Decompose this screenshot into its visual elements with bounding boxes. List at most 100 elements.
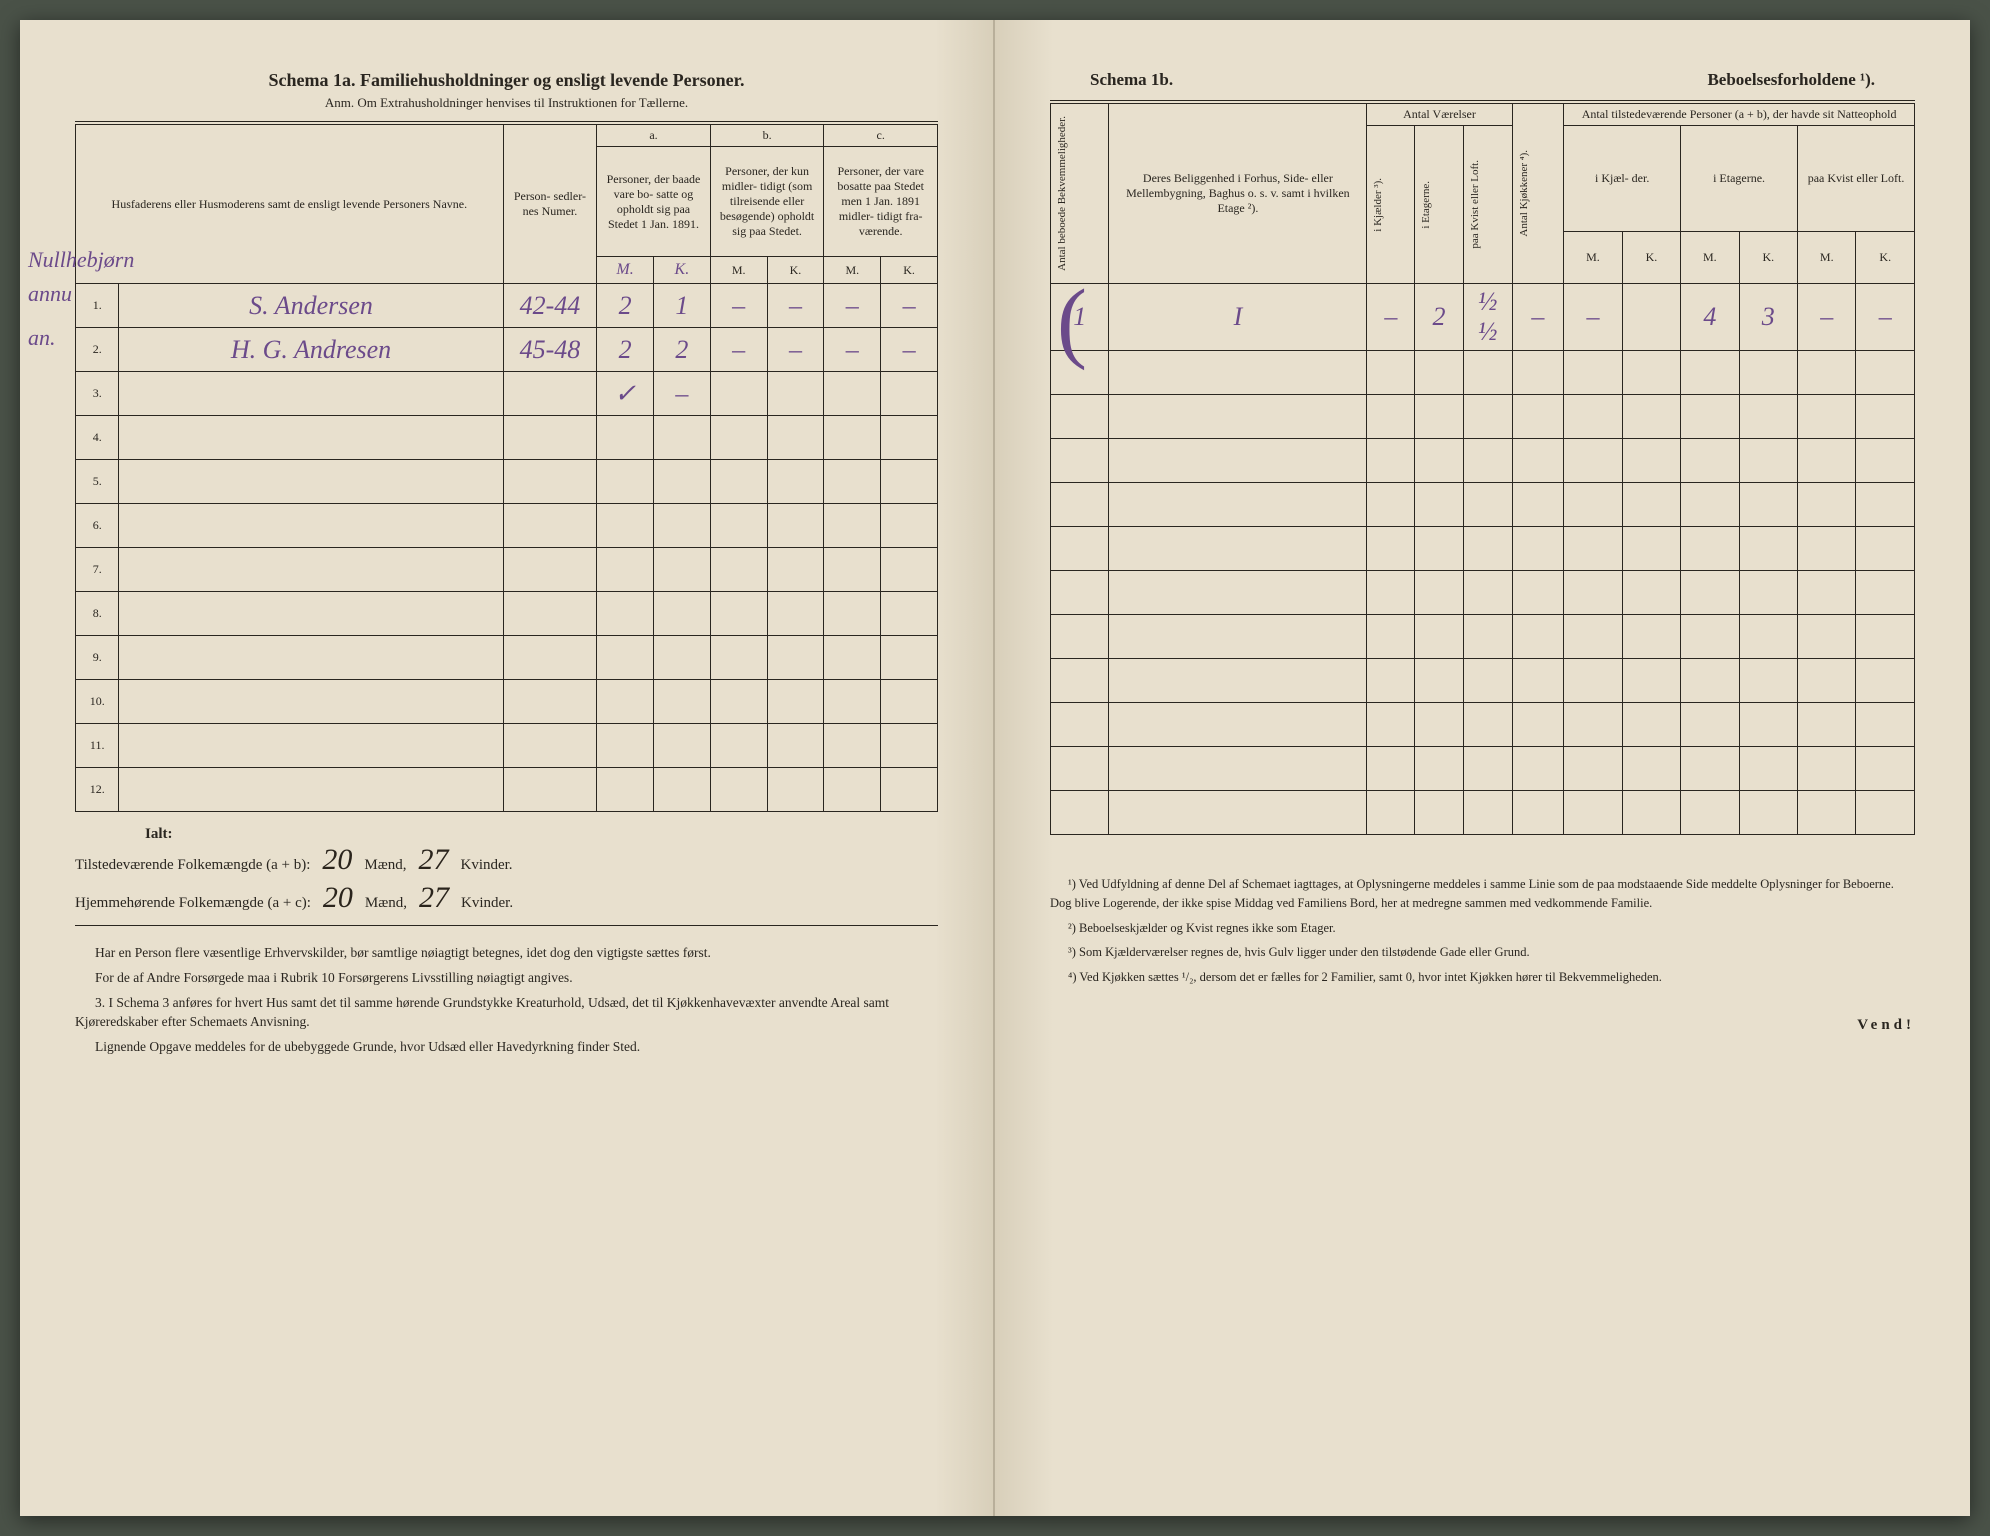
row-pers	[503, 768, 597, 812]
row-ak	[653, 636, 710, 680]
tilstede-k: 27	[412, 843, 454, 877]
row-ck: –	[881, 328, 938, 372]
col-bekvem: Antal beboede Bekvemmeligheder.	[1055, 112, 1070, 275]
sub-n-kvist: paa Kvist eller Loft.	[1798, 126, 1915, 232]
right-page: Schema 1b. Beboelsesforholdene ¹). ( Ant…	[995, 20, 1970, 1516]
col-a-desc: Personer, der baade vare bo- satte og op…	[597, 147, 711, 257]
row-ck	[881, 768, 938, 812]
row-am: 2	[597, 284, 654, 328]
col-personsedler: Person- sedler- nes Numer.	[503, 125, 597, 284]
row-pers: 42-44	[503, 284, 597, 328]
row-pers	[503, 592, 597, 636]
row-am	[597, 592, 654, 636]
row-cm: –	[824, 328, 881, 372]
r-nkk	[1622, 284, 1680, 351]
table-row	[1051, 747, 1915, 791]
row-cm	[824, 724, 881, 768]
table-row: 6.	[76, 504, 938, 548]
row-bk	[767, 460, 824, 504]
row-pers	[503, 724, 597, 768]
nv-m: M.	[1798, 232, 1856, 284]
row-ak: 1	[653, 284, 710, 328]
col-c-m: M.	[824, 257, 881, 284]
row-ck	[881, 460, 938, 504]
r-nkm: –	[1564, 284, 1622, 351]
row-am	[597, 504, 654, 548]
row-cm	[824, 460, 881, 504]
right-footnotes: ¹) Ved Udfyldning af denne Del af Schema…	[1050, 875, 1915, 987]
table-row: 11.	[76, 724, 938, 768]
row-bm	[710, 372, 767, 416]
col-c-desc: Personer, der vare bosatte paa Stedet me…	[824, 147, 938, 257]
row-num: 12.	[76, 768, 119, 812]
row-name	[119, 636, 503, 680]
r-nem: 4	[1681, 284, 1739, 351]
schema-1a-table: Husfaderens eller Husmoderens samt de en…	[75, 124, 938, 812]
footnote-4: ⁴) Ved Kjøkken sættes ¹/₂, dersom det er…	[1050, 968, 1915, 987]
row-cm	[824, 416, 881, 460]
row-num: 10.	[76, 680, 119, 724]
table-row: 8.	[76, 592, 938, 636]
table-row: 9.	[76, 636, 938, 680]
sub-n-etagerne: i Etagerne.	[1681, 126, 1798, 232]
row-name	[119, 680, 503, 724]
row-cm	[824, 768, 881, 812]
left-footnotes: Har en Person flere væsentlige Erhvervsk…	[75, 944, 938, 1056]
row-am	[597, 680, 654, 724]
col-natteophold: Antal tilstedeværende Personer (a + b), …	[1564, 104, 1915, 126]
kvinder-2: Kvinder.	[461, 895, 513, 912]
row-bk	[767, 416, 824, 460]
row-pers: 45-48	[503, 328, 597, 372]
row-bk	[767, 680, 824, 724]
r-kj: –	[1367, 284, 1415, 351]
tilstede-label: Tilstedeværende Folkemængde (a + b):	[75, 857, 310, 874]
margin-note-top: Nullhebjørn	[28, 248, 134, 272]
row-name	[119, 768, 503, 812]
row-bm	[710, 680, 767, 724]
schema-1a-subtitle: Anm. Om Extrahusholdninger henvises til …	[75, 95, 938, 111]
r-belig: I	[1109, 284, 1367, 351]
ne-m: M.	[1681, 232, 1739, 284]
row-pers	[503, 548, 597, 592]
hjemme-label: Hjemmehørende Folkemængde (a + c):	[75, 895, 311, 912]
table-row	[1051, 483, 1915, 527]
row-ak	[653, 460, 710, 504]
footnote-3: ³) Som Kjælderværelser regnes de, hvis G…	[1050, 943, 1915, 962]
row-bk	[767, 548, 824, 592]
row-ak	[653, 768, 710, 812]
table-row	[1051, 659, 1915, 703]
row-name: S. Andersen	[119, 284, 503, 328]
row-num: 3.	[76, 372, 119, 416]
row-bk	[767, 636, 824, 680]
table-row: 1I–2½ ½––43––	[1051, 284, 1915, 351]
book-spread: Schema 1a. Familiehusholdninger og ensli…	[20, 20, 1970, 1516]
para4: Lignende Opgave meddeles for de ubebygge…	[75, 1038, 938, 1057]
tilstede-m: 20	[316, 843, 358, 877]
row-pers	[503, 416, 597, 460]
row-am	[597, 636, 654, 680]
row-ck	[881, 636, 938, 680]
row-bm	[710, 592, 767, 636]
row-num: 4.	[76, 416, 119, 460]
table-row: 1.S. Andersen42-4421––––	[76, 284, 938, 328]
maend-2: Mænd,	[365, 895, 407, 912]
row-ak	[653, 724, 710, 768]
row-num: 9.	[76, 636, 119, 680]
sub-kjaelder: i Kjælder ³).	[1371, 174, 1386, 236]
col-a-head: a.	[597, 125, 711, 147]
row-bm	[710, 768, 767, 812]
row-bm	[710, 548, 767, 592]
table-row: 7.	[76, 548, 938, 592]
col-b-desc: Personer, der kun midler- tidigt (som ti…	[710, 147, 824, 257]
row-name	[119, 592, 503, 636]
hjemme-k: 27	[413, 881, 455, 915]
table-row: 4.	[76, 416, 938, 460]
row-bm: –	[710, 328, 767, 372]
row-bk: –	[767, 328, 824, 372]
para3: 3. I Schema 3 anføres for hvert Hus samt…	[75, 994, 938, 1032]
table-row	[1051, 527, 1915, 571]
kvinder-1: Kvinder.	[460, 857, 512, 874]
schema-1b-table: Antal beboede Bekvemmeligheder. Deres Be…	[1050, 103, 1915, 835]
row-bm	[710, 724, 767, 768]
row-am	[597, 416, 654, 460]
